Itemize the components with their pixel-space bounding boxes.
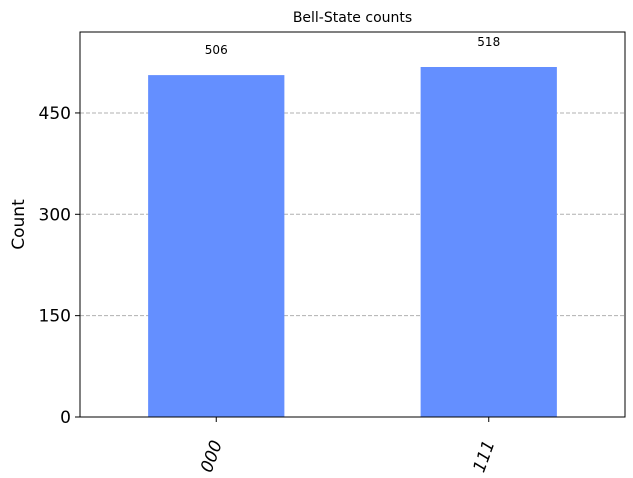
y-tick-label: 450 xyxy=(39,104,71,124)
data-labels: 506 518 xyxy=(205,35,500,57)
data-label-000: 506 xyxy=(205,43,228,57)
bars xyxy=(148,67,557,418)
x-axis-ticks: 000 111 xyxy=(197,417,499,475)
x-tick-label-111: 111 xyxy=(470,438,500,475)
y-axis-ticks: 0 150 300 450 xyxy=(39,104,80,428)
chart-title: Bell-State counts xyxy=(293,10,412,26)
y-tick-label: 150 xyxy=(39,307,71,327)
data-label-111: 518 xyxy=(477,35,500,49)
x-tick-label-000: 000 xyxy=(197,438,227,475)
bar-111 xyxy=(420,67,557,417)
y-tick-label: 0 xyxy=(60,408,71,428)
bar-000 xyxy=(148,75,285,418)
y-tick-label: 300 xyxy=(39,205,71,225)
plot-frame xyxy=(79,31,626,418)
y-axis-label: Count xyxy=(9,199,29,250)
